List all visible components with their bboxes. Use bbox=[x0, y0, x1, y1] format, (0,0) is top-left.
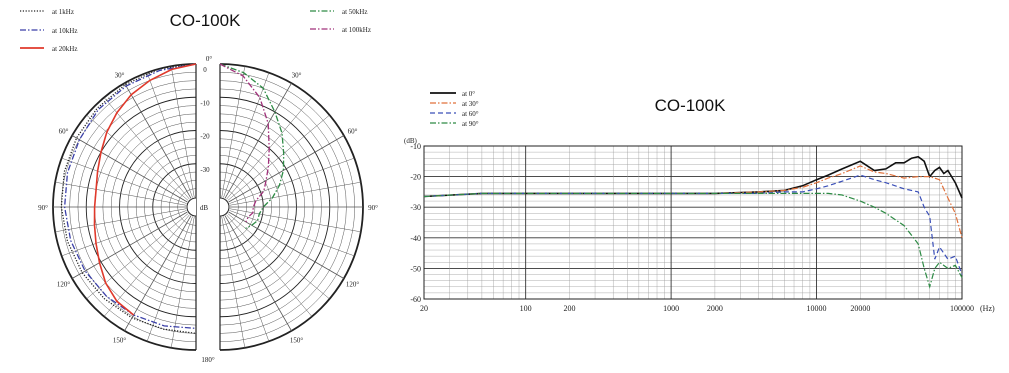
freq-x-tick-label: 1000 bbox=[663, 304, 679, 313]
polar-angle-label: 90° bbox=[368, 204, 378, 212]
freq-x-tick-label: 20000 bbox=[850, 304, 870, 313]
polar-spoke bbox=[227, 114, 330, 201]
polar-spoke bbox=[103, 214, 190, 317]
freq-y-tick-label: -20 bbox=[410, 173, 421, 182]
freq-legend-label: at 30° bbox=[462, 100, 479, 108]
freq-x-tick-label: 100 bbox=[520, 304, 532, 313]
freq-x-tick-label: 100000 bbox=[950, 304, 974, 313]
polar-angle-label: 150° bbox=[290, 337, 304, 345]
polar-spoke bbox=[226, 214, 313, 317]
polar-spoke bbox=[221, 66, 246, 198]
polar-hub bbox=[219, 197, 230, 217]
polar-radial-tick-label: -10 bbox=[200, 99, 210, 107]
polar-spoke bbox=[86, 114, 189, 201]
polar-angle-label: 60° bbox=[348, 128, 358, 136]
polar-spoke bbox=[124, 82, 192, 199]
polar-legend: at 1kHz at 10kHz at 20kHz at 50kHz at 100kHz bbox=[20, 8, 371, 53]
frequency-series bbox=[423, 155, 963, 289]
polar-legend-label: at 100kHz bbox=[342, 26, 371, 34]
polar-spoke bbox=[223, 216, 270, 342]
freq-series-line bbox=[423, 155, 963, 199]
freq-y-tick-label: -10 bbox=[410, 142, 421, 151]
polar-radial-tick-label: -30 bbox=[200, 166, 210, 174]
freq-x-tick-label: 200 bbox=[563, 304, 575, 313]
polar-grid bbox=[52, 63, 364, 351]
polar-series bbox=[60, 63, 285, 335]
polar-series-line bbox=[219, 63, 270, 223]
polar-spoke bbox=[103, 97, 190, 200]
frequency-grid bbox=[423, 145, 963, 300]
freq-legend-label: at 90° bbox=[462, 120, 479, 128]
polar-angle-label: 150° bbox=[113, 337, 127, 345]
polar-legend-label: at 10kHz bbox=[52, 27, 77, 35]
freq-y-tick-label: -60 bbox=[410, 295, 421, 304]
polar-angle-label: 0° bbox=[206, 55, 213, 63]
polar-radial-tick-label: -20 bbox=[200, 133, 210, 141]
polar-series-line bbox=[93, 63, 197, 316]
freq-y-tick-label: -50 bbox=[410, 264, 421, 273]
freq-series-line bbox=[423, 174, 963, 275]
polar-series-line bbox=[63, 63, 197, 330]
polar-spoke bbox=[224, 82, 292, 199]
polar-angle-label: 60° bbox=[59, 128, 69, 136]
frequency-legend: at 0° at 30° at 60° at 90° bbox=[430, 90, 479, 128]
frequency-chart-title: CO-100K bbox=[655, 96, 727, 115]
polar-angle-label: 30° bbox=[115, 71, 125, 79]
polar-spoke bbox=[229, 208, 361, 233]
frequency-response-chart: CO-100K 20 100 200 1000 2000 10000 20000 100000… bbox=[404, 90, 995, 313]
polar-spoke bbox=[170, 216, 195, 348]
polar-spoke bbox=[55, 181, 187, 206]
polar-chart-title: CO-100K bbox=[170, 11, 242, 30]
polar-spoke bbox=[228, 211, 345, 279]
freq-x-tick-label: 10000 bbox=[807, 304, 827, 313]
freq-legend-label: at 60° bbox=[462, 110, 479, 118]
freq-y-unit: (dB) bbox=[404, 137, 418, 145]
polar-legend-label: at 1kHz bbox=[52, 8, 74, 16]
freq-y-tick-label: -30 bbox=[410, 203, 421, 212]
freq-x-unit: (Hz) bbox=[980, 304, 995, 313]
polar-unit-label: dB bbox=[200, 204, 209, 212]
polar-radial-tick-label: 0 bbox=[203, 66, 207, 74]
freq-x-tick-label: 20 bbox=[420, 304, 428, 313]
freq-frame bbox=[423, 145, 963, 300]
polar-angle-label: 120° bbox=[346, 281, 360, 289]
freq-x-tick-label: 2000 bbox=[707, 304, 723, 313]
polar-spoke bbox=[61, 157, 187, 204]
polar-spoke bbox=[229, 181, 361, 206]
polar-labels: 0 -10 -20 -30 dB 0° 30° 30° 60° 60° 90° 90° 120° 120°… bbox=[38, 55, 378, 364]
polar-spoke bbox=[61, 210, 187, 257]
polar-spoke bbox=[71, 135, 188, 203]
polar-series-line bbox=[219, 63, 285, 229]
polar-spoke bbox=[224, 215, 292, 332]
polar-spoke bbox=[170, 66, 195, 198]
polar-angle-label: 180° bbox=[201, 356, 215, 364]
frequency-labels: 20 100 200 1000 2000 10000 20000 100000 (Hz) -10 -… bbox=[404, 137, 995, 313]
freq-series-line bbox=[423, 192, 963, 289]
polar-angle-label: 90° bbox=[38, 204, 48, 212]
polar-spoke bbox=[55, 208, 187, 233]
freq-y-tick-label: -40 bbox=[410, 234, 421, 243]
polar-spoke bbox=[227, 213, 330, 300]
polar-spoke bbox=[146, 72, 193, 198]
polar-spoke bbox=[229, 157, 355, 204]
polar-hub bbox=[186, 197, 197, 217]
polar-angle-label: 120° bbox=[57, 281, 71, 289]
polar-spoke bbox=[146, 216, 193, 342]
polar-spoke bbox=[71, 211, 188, 279]
polar-spoke bbox=[223, 72, 270, 198]
polar-spoke bbox=[221, 216, 246, 348]
polar-spoke bbox=[228, 135, 345, 203]
freq-legend-label: at 0° bbox=[462, 90, 475, 98]
polar-angle-label: 30° bbox=[292, 71, 302, 79]
polar-legend-label: at 20kHz bbox=[52, 45, 77, 53]
polar-spoke bbox=[229, 210, 355, 257]
polar-legend-label: at 50kHz bbox=[342, 8, 367, 16]
polar-spoke bbox=[124, 215, 192, 332]
polar-series-line bbox=[60, 63, 197, 335]
polar-spoke bbox=[86, 213, 189, 300]
